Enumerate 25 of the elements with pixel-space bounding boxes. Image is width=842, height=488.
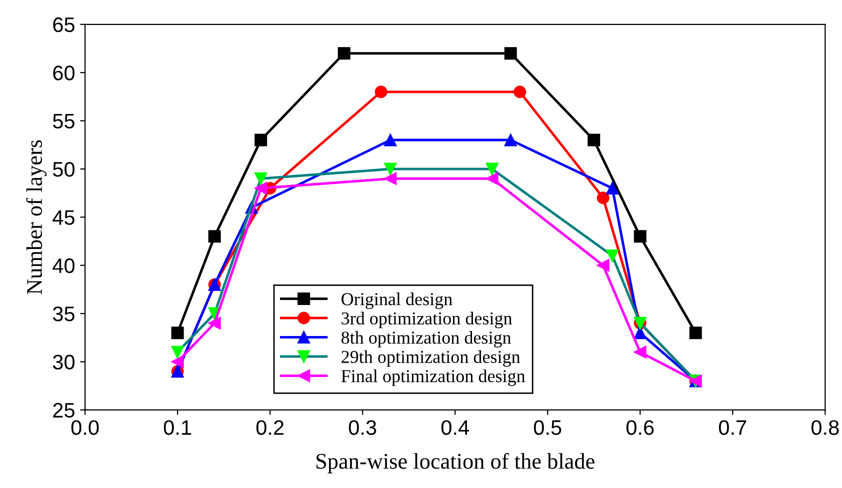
x-tick-label: 0.3 xyxy=(348,420,376,435)
x-tick-label: 0.2 xyxy=(256,420,284,435)
y-tick-label: 60 xyxy=(53,66,75,80)
y-tick-label: 40 xyxy=(52,258,75,274)
legend-label: Final optimization design xyxy=(341,370,526,386)
y-tick-label: 65 xyxy=(53,17,74,32)
legend-label: 3rd optimization design xyxy=(342,312,512,328)
y-tick-label: 45 xyxy=(52,210,74,225)
y-tick-label: 25 xyxy=(53,402,74,418)
x-tick-label: 0.0 xyxy=(71,420,99,435)
x-axis-title: Span-wise location of the blade xyxy=(316,452,594,474)
x-tick-label: 0.6 xyxy=(626,420,654,435)
y-tick-label: 50 xyxy=(52,162,75,177)
x-tick-label: 0.8 xyxy=(811,420,839,435)
x-tick-label: 0.5 xyxy=(534,420,562,435)
y-tick-label: 35 xyxy=(52,306,74,322)
y-tick-label: 55 xyxy=(52,114,74,129)
x-tick-label: 0.7 xyxy=(718,420,746,435)
legend-label: 29th optimization design xyxy=(342,350,520,367)
y-tick-label: 30 xyxy=(52,354,75,370)
x-tick-label: 0.4 xyxy=(441,420,469,435)
legend-label: Original design xyxy=(342,292,452,309)
x-tick-label: 0.1 xyxy=(164,420,192,435)
legend-label: 8th optimization design xyxy=(342,331,512,348)
y-axis-title: Number of layers xyxy=(26,140,47,294)
